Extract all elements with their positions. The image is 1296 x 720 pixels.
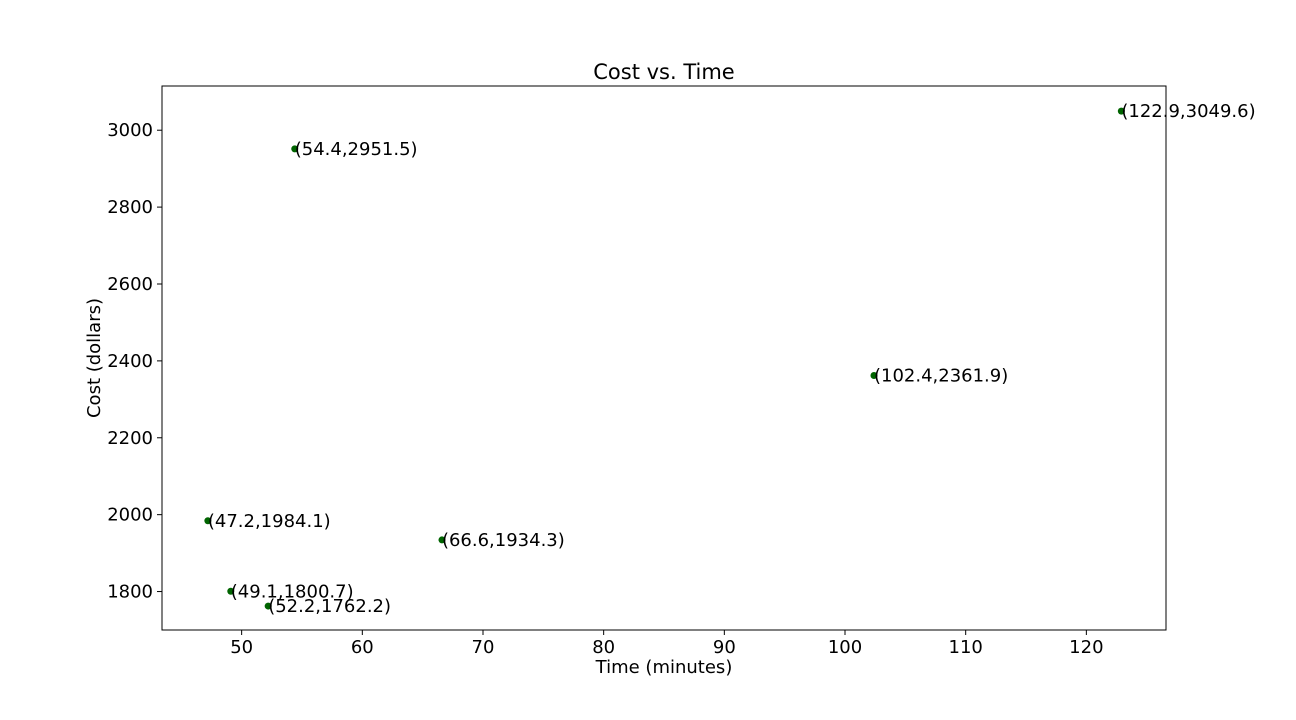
data-point-label: (47.2,1984.1) bbox=[208, 511, 331, 532]
x-tick-label: 70 bbox=[472, 637, 495, 658]
x-tick-label: 120 bbox=[1069, 637, 1103, 658]
x-tick-label: 110 bbox=[949, 637, 983, 658]
x-tick-label: 100 bbox=[828, 637, 862, 658]
data-point bbox=[438, 536, 446, 544]
data-point-label: (102.4,2361.9) bbox=[874, 366, 1008, 387]
data-point-label: (52.2,1762.2) bbox=[268, 596, 391, 617]
data-point bbox=[264, 602, 272, 610]
data-point bbox=[1117, 107, 1125, 115]
data-point-label: (122.9,3049.6) bbox=[1121, 101, 1255, 122]
data-points: (54.4,2951.5) (122.9,3049.6) (102.4,2361.9… bbox=[204, 101, 1256, 617]
data-point bbox=[870, 372, 878, 380]
data-point bbox=[204, 517, 212, 525]
x-axis-label: Time (minutes) bbox=[595, 657, 733, 678]
plot-area bbox=[161, 85, 1167, 631]
y-tick-label: 2000 bbox=[107, 505, 153, 526]
y-axis: 1800 2000 2200 2400 2600 2800 3000 bbox=[107, 120, 162, 603]
y-tick-label: 1800 bbox=[107, 582, 153, 603]
x-axis: 50 60 70 80 90 100 110 120 bbox=[230, 630, 1104, 658]
data-point-label: (54.4,2951.5) bbox=[295, 139, 418, 160]
chart-title: Cost vs. Time bbox=[593, 60, 734, 84]
y-tick-label: 2200 bbox=[107, 428, 153, 449]
y-tick-label: 2800 bbox=[107, 197, 153, 218]
y-tick-label: 2600 bbox=[107, 274, 153, 295]
x-tick-label: 80 bbox=[592, 637, 615, 658]
data-point-label: (66.6,1934.3) bbox=[442, 530, 565, 551]
y-tick-label: 3000 bbox=[107, 120, 153, 141]
x-tick-label: 50 bbox=[230, 637, 253, 658]
x-tick-label: 90 bbox=[713, 637, 736, 658]
data-point-label: (49.1,1800.7) bbox=[231, 581, 354, 602]
y-axis-label: Cost (dollars) bbox=[84, 298, 105, 418]
data-point bbox=[291, 145, 299, 153]
y-tick-label: 2400 bbox=[107, 351, 153, 372]
x-tick-label: 60 bbox=[351, 637, 374, 658]
data-point bbox=[227, 587, 235, 595]
